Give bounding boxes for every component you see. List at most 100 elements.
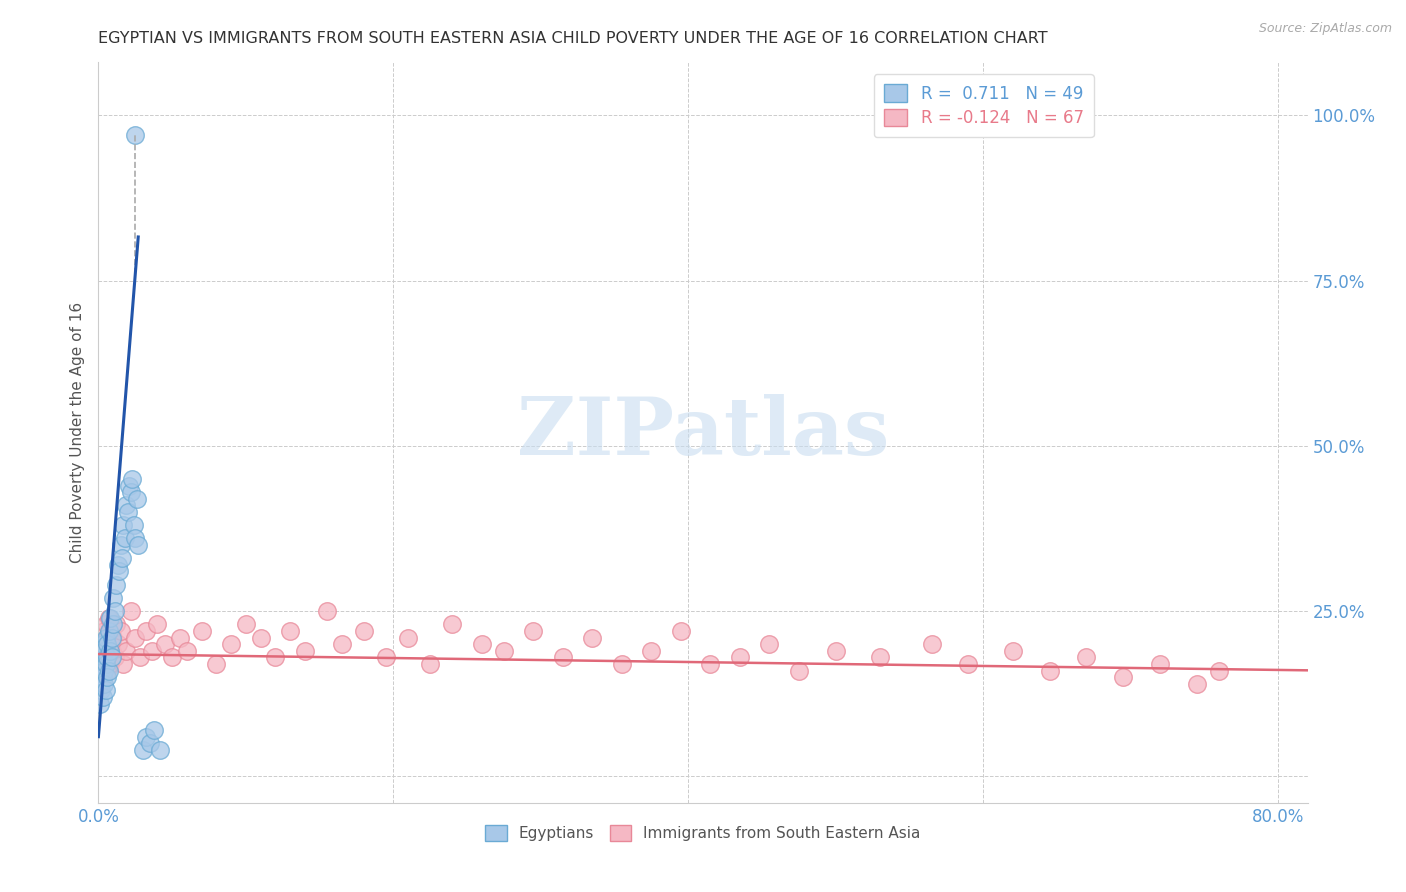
Point — [124, 128, 146, 143]
Point — [957, 657, 980, 671]
Point — [97, 611, 120, 625]
Point — [127, 538, 149, 552]
Point — [91, 650, 114, 665]
Point — [101, 617, 124, 632]
Point — [94, 631, 117, 645]
Point — [105, 577, 128, 591]
Point — [441, 617, 464, 632]
Point — [104, 604, 127, 618]
Point — [264, 650, 287, 665]
Point — [141, 644, 163, 658]
Point — [1208, 664, 1230, 678]
Point — [89, 677, 111, 691]
Point — [93, 644, 115, 658]
Point — [94, 617, 117, 632]
Point — [111, 551, 134, 566]
Point — [94, 657, 117, 671]
Point — [728, 650, 751, 665]
Point — [131, 743, 153, 757]
Point — [107, 558, 129, 572]
Point — [124, 631, 146, 645]
Point — [89, 697, 111, 711]
Point — [104, 650, 127, 665]
Point — [93, 624, 115, 638]
Point — [122, 518, 145, 533]
Point — [249, 631, 271, 645]
Point — [1038, 664, 1060, 678]
Point — [419, 657, 441, 671]
Point — [1149, 657, 1171, 671]
Point — [98, 624, 121, 638]
Point — [135, 730, 157, 744]
Point — [91, 637, 114, 651]
Point — [190, 624, 212, 638]
Point — [112, 518, 135, 533]
Point — [219, 637, 242, 651]
Point — [93, 664, 115, 678]
Point — [699, 657, 721, 671]
Point — [98, 657, 121, 671]
Point — [101, 591, 124, 605]
Point — [375, 650, 398, 665]
Point — [1076, 650, 1098, 665]
Point — [94, 683, 117, 698]
Text: ZIPatlas: ZIPatlas — [517, 393, 889, 472]
Point — [94, 644, 117, 658]
Point — [93, 677, 115, 691]
Point — [278, 624, 301, 638]
Point — [96, 650, 118, 665]
Point — [869, 650, 891, 665]
Point — [1001, 644, 1024, 658]
Point — [105, 617, 128, 632]
Point — [114, 532, 136, 546]
Point — [149, 743, 172, 757]
Point — [146, 617, 169, 632]
Point — [90, 664, 112, 678]
Point — [139, 736, 162, 750]
Point — [100, 650, 122, 665]
Point — [205, 657, 228, 671]
Point — [115, 644, 138, 658]
Point — [120, 604, 142, 618]
Point — [90, 683, 112, 698]
Point — [96, 631, 118, 645]
Point — [581, 631, 603, 645]
Point — [97, 624, 120, 638]
Point — [135, 624, 157, 638]
Point — [96, 664, 118, 678]
Point — [107, 637, 129, 651]
Point — [551, 650, 574, 665]
Point — [97, 664, 120, 678]
Point — [396, 631, 419, 645]
Point — [121, 472, 143, 486]
Point — [787, 664, 810, 678]
Point — [176, 644, 198, 658]
Point — [669, 624, 692, 638]
Point — [160, 650, 183, 665]
Point — [153, 637, 176, 651]
Point — [112, 657, 135, 671]
Point — [91, 670, 114, 684]
Point — [125, 491, 148, 506]
Point — [108, 565, 131, 579]
Point — [90, 657, 112, 671]
Point — [115, 499, 138, 513]
Point — [110, 624, 132, 638]
Point — [128, 650, 150, 665]
Text: Source: ZipAtlas.com: Source: ZipAtlas.com — [1258, 22, 1392, 36]
Point — [93, 657, 115, 671]
Point — [96, 670, 118, 684]
Point — [610, 657, 633, 671]
Point — [120, 485, 142, 500]
Point — [118, 478, 141, 492]
Point — [1185, 677, 1208, 691]
Legend: Egyptians, Immigrants from South Eastern Asia: Egyptians, Immigrants from South Eastern… — [479, 819, 927, 847]
Point — [640, 644, 662, 658]
Text: EGYPTIAN VS IMMIGRANTS FROM SOUTH EASTERN ASIA CHILD POVERTY UNDER THE AGE OF 16: EGYPTIAN VS IMMIGRANTS FROM SOUTH EASTER… — [98, 31, 1047, 46]
Point — [91, 637, 114, 651]
Point — [824, 644, 846, 658]
Point — [471, 637, 494, 651]
Point — [100, 644, 122, 658]
Point — [492, 644, 515, 658]
Point — [316, 604, 339, 618]
